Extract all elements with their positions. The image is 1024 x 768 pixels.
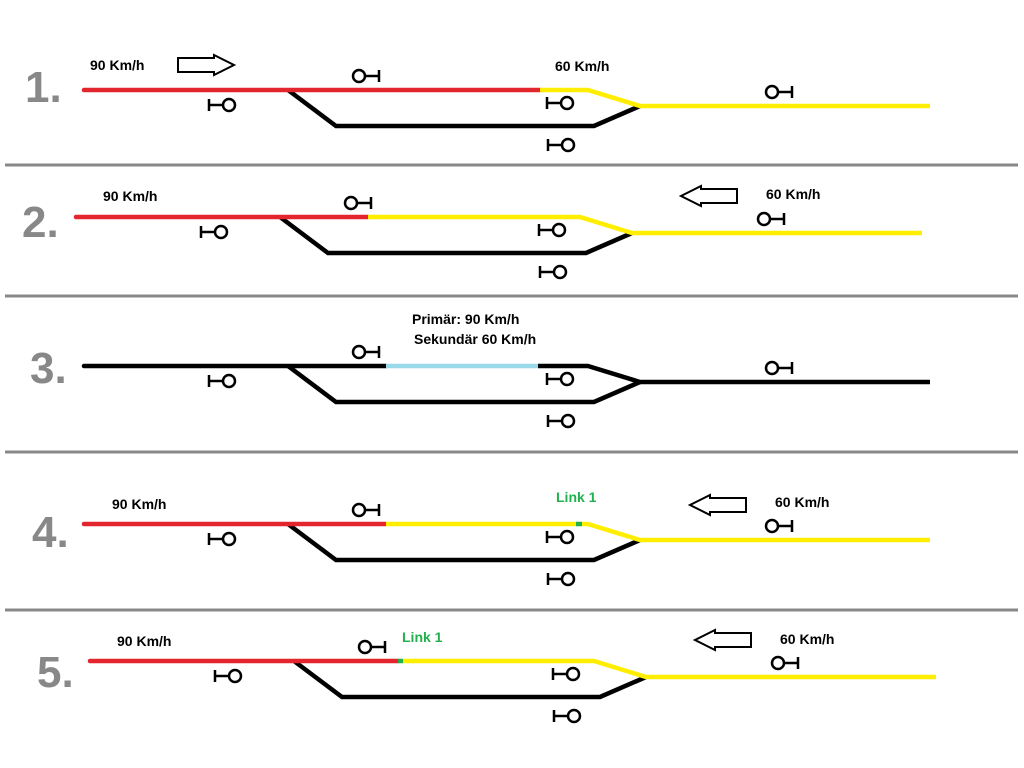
signal-icon xyxy=(764,518,794,534)
signal-lamp xyxy=(559,371,575,387)
panel-1 xyxy=(81,68,930,153)
main-track-segment-yellow xyxy=(368,214,922,236)
siding-track xyxy=(278,215,633,256)
signal-lamp xyxy=(560,137,576,153)
signal-lamp xyxy=(560,571,576,587)
siding-track xyxy=(286,522,641,563)
signal-icon xyxy=(351,502,381,518)
signal-icon xyxy=(551,666,581,682)
signal-lamp xyxy=(566,708,582,724)
signal-icon xyxy=(552,708,582,724)
signal-lamp xyxy=(756,211,772,227)
link-label: Link 1 xyxy=(556,489,597,505)
siding-track xyxy=(286,364,641,405)
speed-label-left: 90 Km/h xyxy=(103,188,157,204)
signal-icon xyxy=(538,264,568,280)
signal-lamp xyxy=(227,668,243,684)
panel-number: 2. xyxy=(22,198,59,247)
signal-icon xyxy=(764,84,794,100)
signal-icon xyxy=(546,413,576,429)
signal-icon xyxy=(199,224,229,240)
direction-arrow-left-icon xyxy=(678,184,738,208)
signal-lamp xyxy=(221,97,237,113)
note-primary: Primär: 90 Km/h xyxy=(412,311,519,327)
signal-lamp xyxy=(770,655,786,671)
signal-icon xyxy=(545,95,575,111)
signal-lamp xyxy=(221,373,237,389)
signal-lamp xyxy=(559,529,575,545)
signal-lamp xyxy=(560,413,576,429)
signal-lamp xyxy=(552,264,568,280)
signal-lamp xyxy=(213,224,229,240)
signal-lamp xyxy=(764,84,780,100)
signal-lamp xyxy=(764,518,780,534)
speed-label-right: 60 Km/h xyxy=(555,58,609,74)
siding-track xyxy=(292,659,647,700)
speed-label-left: 90 Km/h xyxy=(112,496,166,512)
signal-lamp xyxy=(221,531,237,547)
siding-track xyxy=(286,88,641,129)
speed-label-right: 60 Km/h xyxy=(775,494,829,510)
direction-arrow-right-icon xyxy=(177,53,237,77)
signal-icon xyxy=(764,360,794,376)
note-secondary: Sekundär 60 Km/h xyxy=(414,331,536,347)
signal-icon xyxy=(207,531,237,547)
speed-label-left: 90 Km/h xyxy=(90,57,144,73)
signal-icon xyxy=(351,344,381,360)
speed-label-right: 60 Km/h xyxy=(766,186,820,202)
signal-lamp xyxy=(351,68,367,84)
signal-icon xyxy=(545,371,575,387)
signal-icon xyxy=(546,571,576,587)
signal-lamp xyxy=(343,195,359,211)
signal-lamp xyxy=(559,95,575,111)
main-track-segment-yellow xyxy=(540,87,930,109)
signal-icon xyxy=(343,195,373,211)
signal-lamp xyxy=(551,222,567,238)
main-track-segment-yellow xyxy=(403,658,936,680)
direction-arrow-left-icon xyxy=(687,493,747,517)
main-track-segment-yellow xyxy=(582,521,930,543)
panel-3 xyxy=(81,344,930,429)
link-label: Link 1 xyxy=(402,629,443,645)
signal-lamp xyxy=(565,666,581,682)
panel-4 xyxy=(81,502,930,587)
speed-label-left: 90 Km/h xyxy=(117,633,171,649)
panel-2 xyxy=(73,195,922,280)
panel-number: 3. xyxy=(30,344,67,393)
signal-icon xyxy=(537,222,567,238)
signal-lamp xyxy=(351,502,367,518)
panel-number: 1. xyxy=(25,63,62,112)
signal-icon xyxy=(207,97,237,113)
signal-icon xyxy=(770,655,800,671)
panel-number: 5. xyxy=(37,648,74,697)
signal-icon xyxy=(207,373,237,389)
signal-icon xyxy=(756,211,786,227)
panel-5 xyxy=(87,639,936,724)
speed-label-right: 60 Km/h xyxy=(780,631,834,647)
main-track-segment-black xyxy=(538,363,930,385)
signal-icon xyxy=(545,529,575,545)
signal-icon xyxy=(546,137,576,153)
signal-icon xyxy=(213,668,243,684)
signal-lamp xyxy=(351,344,367,360)
signal-lamp xyxy=(764,360,780,376)
direction-arrow-left-icon xyxy=(692,628,752,652)
signal-lamp xyxy=(357,639,373,655)
signal-icon xyxy=(357,639,387,655)
panel-number: 4. xyxy=(32,508,69,557)
signal-icon xyxy=(351,68,381,84)
